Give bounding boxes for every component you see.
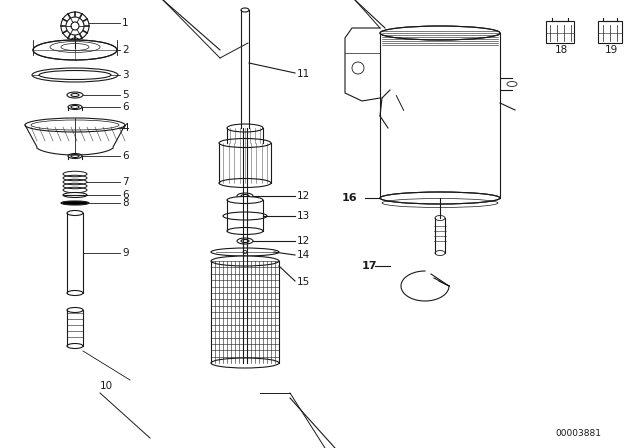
Text: 5: 5 <box>122 90 129 100</box>
Text: 12: 12 <box>297 236 310 246</box>
Ellipse shape <box>211 248 279 256</box>
Ellipse shape <box>211 256 279 266</box>
Ellipse shape <box>219 138 271 147</box>
Ellipse shape <box>380 192 500 204</box>
Ellipse shape <box>67 211 83 215</box>
Ellipse shape <box>61 201 89 205</box>
Ellipse shape <box>63 193 87 198</box>
Text: 1: 1 <box>122 18 129 28</box>
Text: 3: 3 <box>122 70 129 80</box>
Text: 15: 15 <box>297 277 310 287</box>
Text: 11: 11 <box>297 69 310 79</box>
Ellipse shape <box>227 197 263 203</box>
Text: 12: 12 <box>297 191 310 201</box>
Text: 19: 19 <box>605 45 618 55</box>
Ellipse shape <box>227 124 263 132</box>
Ellipse shape <box>227 139 263 147</box>
Text: 18: 18 <box>555 45 568 55</box>
Text: 8: 8 <box>122 198 129 208</box>
Bar <box>546 21 574 43</box>
Text: 2: 2 <box>122 45 129 55</box>
Ellipse shape <box>223 212 267 220</box>
Text: 6: 6 <box>122 151 129 161</box>
Text: 7: 7 <box>122 177 129 187</box>
Text: 10: 10 <box>100 381 113 391</box>
Text: 14: 14 <box>297 250 310 260</box>
Ellipse shape <box>219 178 271 188</box>
Text: 13: 13 <box>297 211 310 221</box>
Ellipse shape <box>33 40 117 60</box>
Ellipse shape <box>227 228 263 234</box>
Ellipse shape <box>380 26 500 40</box>
Ellipse shape <box>241 8 249 12</box>
Text: 6: 6 <box>122 190 129 200</box>
Ellipse shape <box>67 307 83 313</box>
Text: 4: 4 <box>122 123 129 133</box>
Ellipse shape <box>67 290 83 296</box>
Text: 9: 9 <box>122 248 129 258</box>
Text: 16: 16 <box>341 193 357 203</box>
Text: 6: 6 <box>122 102 129 112</box>
Text: 17: 17 <box>362 261 378 271</box>
Ellipse shape <box>67 344 83 349</box>
Bar <box>598 21 622 43</box>
Text: 00003881: 00003881 <box>555 428 601 438</box>
Ellipse shape <box>211 358 279 368</box>
